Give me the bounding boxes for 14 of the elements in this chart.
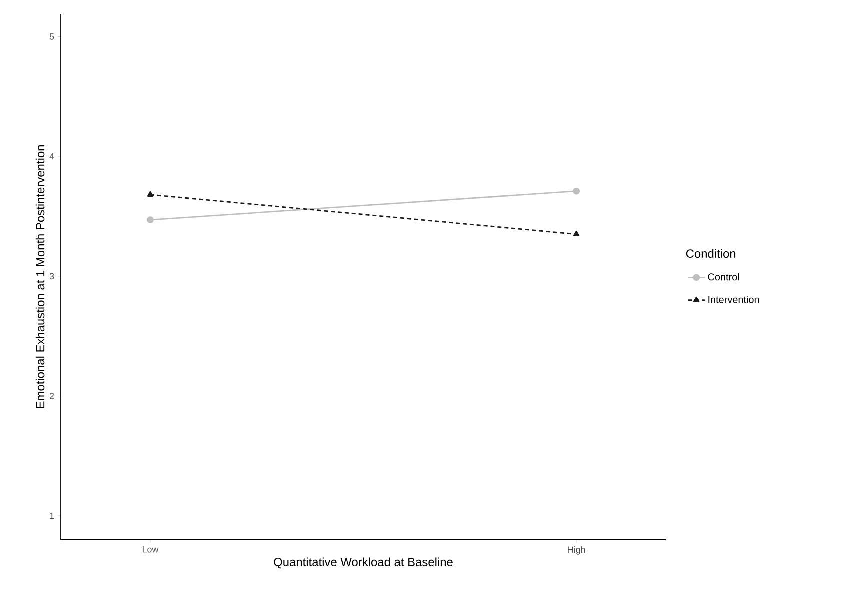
legend-label: Intervention	[708, 296, 760, 304]
x-tick-label: Low	[142, 546, 159, 553]
x-axis-title: Quantitative Workload at Baseline	[274, 558, 453, 569]
y-tick-label: 5	[50, 34, 54, 40]
point	[573, 188, 580, 195]
legend-label: Control	[708, 273, 740, 281]
y-tick-label: 1	[50, 512, 54, 520]
y-tick-label: 3	[50, 273, 54, 280]
y-axis-title: Emotional Exhaustion at 1 Month Postintervention	[36, 146, 45, 408]
x-tick-label: High	[568, 546, 586, 555]
point	[146, 216, 154, 224]
legend-title: Condition	[686, 249, 736, 258]
y-tick-label: 2	[50, 393, 54, 400]
y-tick-label: 4	[50, 153, 54, 160]
